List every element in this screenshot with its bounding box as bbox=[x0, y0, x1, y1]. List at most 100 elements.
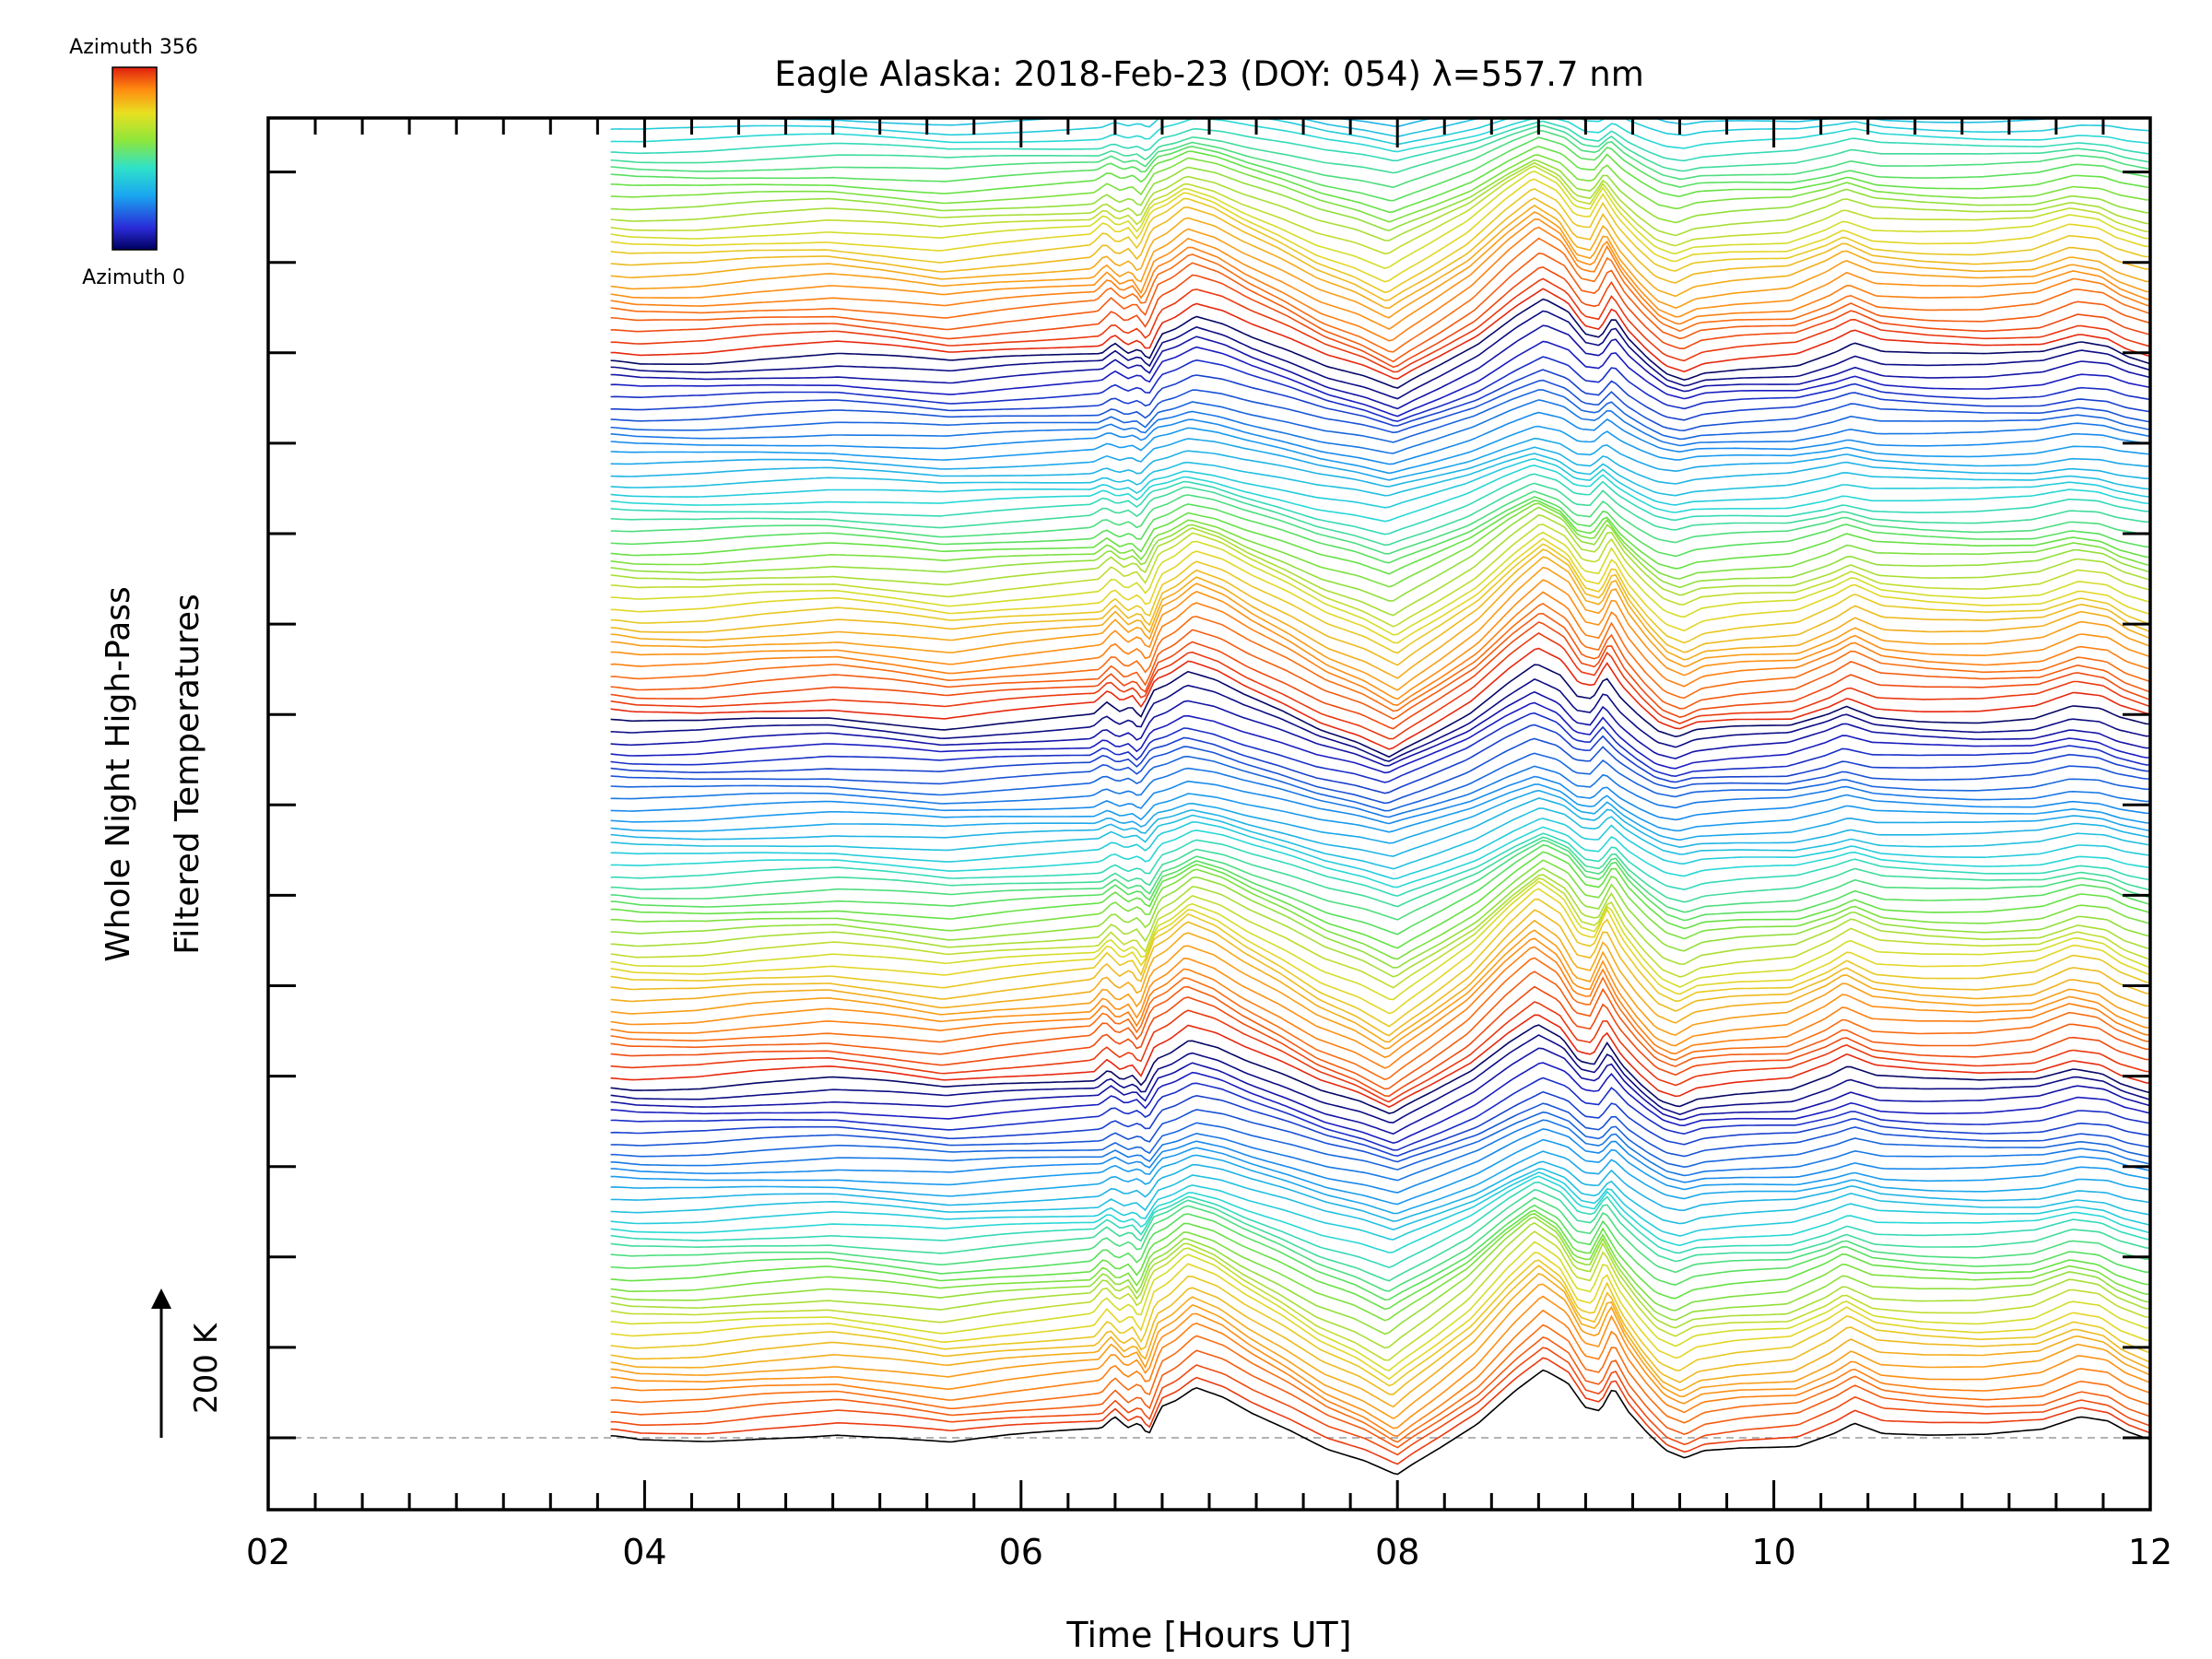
x-tick-labels: 02 04 06 08 10 12 bbox=[246, 1532, 2172, 1572]
series-line-132 bbox=[610, 136, 2150, 202]
series-line-108 bbox=[610, 369, 2150, 427]
series-line-46 bbox=[610, 919, 2150, 1043]
series-line-71 bbox=[610, 712, 2150, 783]
series-line-35 bbox=[610, 1047, 2150, 1135]
x-axis-label: Time [Hours UT] bbox=[1065, 1615, 1351, 1655]
series-line-33 bbox=[610, 1077, 2150, 1151]
series-line-64 bbox=[610, 789, 2150, 844]
series-line-117 bbox=[610, 252, 2150, 363]
series-line-94 bbox=[610, 496, 2150, 564]
x-tick-label: 06 bbox=[999, 1532, 1043, 1572]
series-line-100 bbox=[610, 453, 2150, 497]
series-line-53 bbox=[610, 867, 2150, 969]
series-line-49 bbox=[610, 888, 2150, 1015]
series-line-82 bbox=[610, 579, 2150, 700]
series-line-15 bbox=[610, 1216, 2150, 1335]
series-line-0 bbox=[610, 1369, 2150, 1476]
series-line-116 bbox=[610, 265, 2150, 369]
series-line-67 bbox=[610, 765, 2150, 818]
series-line-61 bbox=[610, 818, 2150, 880]
series-line-80 bbox=[610, 602, 2150, 712]
series-line-65 bbox=[610, 783, 2150, 833]
series-line-105 bbox=[610, 399, 2150, 454]
series-line-78 bbox=[610, 621, 2150, 730]
x-tick-label: 12 bbox=[2128, 1532, 2172, 1572]
series-line-110 bbox=[610, 340, 2150, 418]
series-line-69 bbox=[610, 737, 2150, 805]
series-line-81 bbox=[610, 591, 2150, 707]
series-line-14 bbox=[610, 1221, 2150, 1349]
series-line-90 bbox=[610, 513, 2150, 617]
series-line-115 bbox=[610, 277, 2150, 373]
series-line-118 bbox=[610, 237, 2150, 353]
series-line-26 bbox=[610, 1150, 2150, 1215]
series-line-44 bbox=[610, 937, 2150, 1059]
series-line-133 bbox=[610, 129, 2150, 189]
series-line-73 bbox=[610, 690, 2150, 767]
series-line-122 bbox=[610, 205, 2150, 310]
series-line-57 bbox=[610, 839, 2150, 921]
scale-bar: 200 K bbox=[151, 1288, 225, 1438]
series-line-21 bbox=[610, 1181, 2150, 1269]
series-line-79 bbox=[610, 612, 2150, 720]
series-line-84 bbox=[610, 556, 2150, 679]
series-line-131 bbox=[610, 146, 2150, 214]
series-line-127 bbox=[610, 165, 2150, 255]
x-tick-label: 04 bbox=[622, 1532, 666, 1572]
series-line-9 bbox=[610, 1265, 2150, 1395]
series-line-7 bbox=[610, 1283, 2150, 1420]
colorbar-bottom-label: Azimuth 0 bbox=[82, 266, 185, 289]
series-line-112 bbox=[610, 310, 2150, 400]
series-line-121 bbox=[610, 211, 2150, 319]
series-line-103 bbox=[610, 425, 2150, 475]
series-line-55 bbox=[610, 851, 2150, 949]
series-line-62 bbox=[610, 807, 2150, 870]
series-line-85 bbox=[610, 548, 2150, 666]
series-line-13 bbox=[610, 1230, 2150, 1361]
series-line-104 bbox=[610, 411, 2150, 465]
series-line-126 bbox=[610, 170, 2150, 269]
series-line-8 bbox=[610, 1272, 2150, 1408]
x-tick-label: 08 bbox=[1375, 1532, 1419, 1572]
series-line-58 bbox=[610, 836, 2150, 908]
series-line-48 bbox=[610, 898, 2150, 1028]
series-line-56 bbox=[610, 844, 2150, 935]
series-line-119 bbox=[610, 226, 2150, 342]
series-line-38 bbox=[610, 1014, 2150, 1108]
series-line-29 bbox=[610, 1119, 2150, 1182]
series-line-77 bbox=[610, 632, 2150, 740]
series-line-83 bbox=[610, 566, 2150, 691]
series-line-136 bbox=[610, 118, 2150, 153]
series-line-54 bbox=[610, 859, 2150, 960]
series-line-45 bbox=[610, 929, 2150, 1050]
series-line-138 bbox=[623, 118, 2150, 138]
series-line-43 bbox=[610, 946, 2150, 1069]
series-line-51 bbox=[610, 877, 2150, 989]
series-line-39 bbox=[610, 1001, 2150, 1103]
series-line-41 bbox=[610, 971, 2150, 1090]
series-line-70 bbox=[610, 724, 2150, 794]
series-line-135 bbox=[610, 120, 2150, 162]
series-line-37 bbox=[610, 1024, 2150, 1114]
series-line-128 bbox=[610, 161, 2150, 241]
series-line-134 bbox=[610, 124, 2150, 174]
series-line-19 bbox=[610, 1196, 2150, 1292]
series-line-137 bbox=[610, 118, 2150, 146]
series-line-68 bbox=[610, 752, 2150, 812]
series-line-30 bbox=[610, 1111, 2150, 1171]
series-line-95 bbox=[610, 490, 2150, 555]
series-line-17 bbox=[610, 1209, 2150, 1311]
series-line-22 bbox=[610, 1175, 2150, 1253]
series-line-106 bbox=[610, 389, 2150, 443]
series-line-89 bbox=[610, 524, 2150, 628]
series-line-109 bbox=[610, 356, 2150, 422]
series-line-75 bbox=[610, 664, 2150, 759]
series-line-120 bbox=[610, 218, 2150, 331]
series-line-36 bbox=[610, 1034, 2150, 1124]
series-line-99 bbox=[610, 458, 2150, 509]
series-line-1 bbox=[610, 1357, 2150, 1465]
colorbar-top-label: Azimuth 356 bbox=[69, 36, 198, 59]
series-line-111 bbox=[610, 324, 2150, 410]
series-line-63 bbox=[610, 797, 2150, 857]
